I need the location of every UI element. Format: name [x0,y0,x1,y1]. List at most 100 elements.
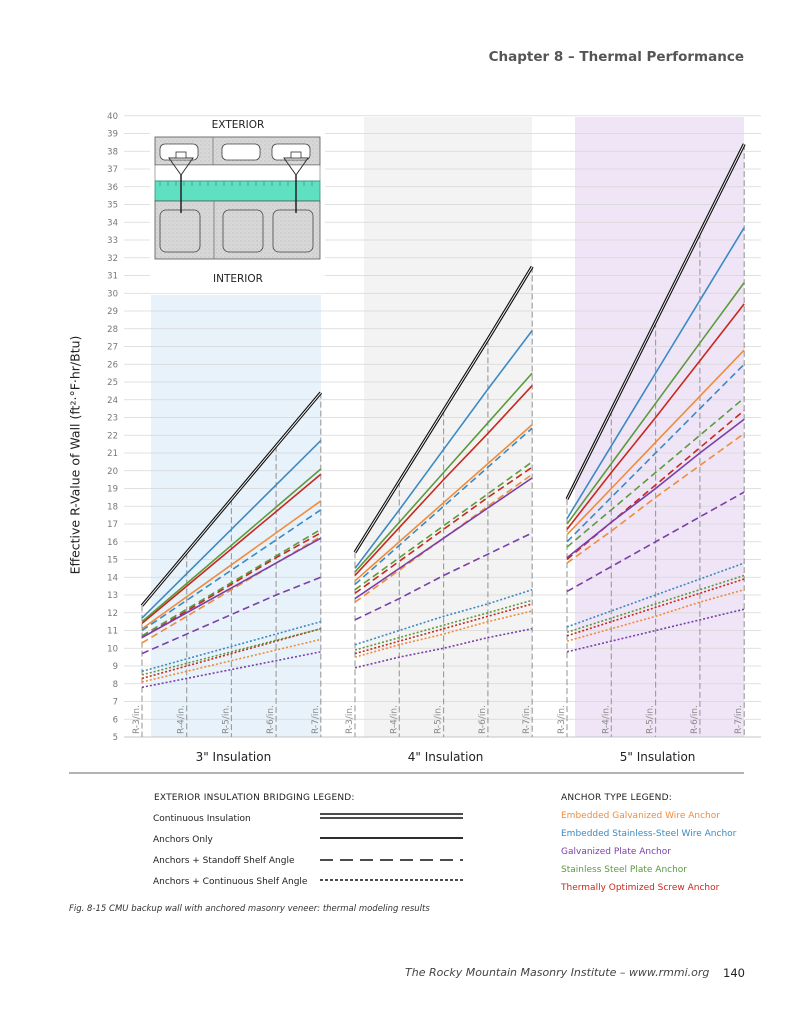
anchor-legend-screw-anchor: Thermally Optimized Screw Anchor [561,883,720,893]
bridging-legend-title: EXTERIOR INSULATION BRIDGING LEGEND: [154,793,355,803]
series-line [354,423,533,582]
y-tick-label: 7 [113,698,118,708]
y-tick-label: 13 [107,591,118,601]
y-tick-label: 11 [107,627,118,637]
series-continuous-insulation-inner [354,266,533,553]
y-tick-label: 34 [107,218,118,228]
x-category-label: R-3/in. [345,705,355,734]
series-line [354,532,533,621]
series-line [566,363,745,543]
y-tick-label: 35 [107,201,118,211]
y-axis-label: Effective R-Value of Wall (ft²·°F·hr/Btu… [67,335,83,575]
series-line [354,330,533,569]
series-line [354,466,533,594]
y-tick-label: 26 [107,360,118,370]
series-line [141,528,322,637]
series-line [566,491,745,593]
series-line [141,638,321,683]
y-tick-label: 18 [107,502,118,512]
y-tick-label: 14 [107,573,118,583]
legend-continuous-insulation: Continuous Insulation [153,814,251,824]
panel-2: R-3/in. R-4/in. R-5/in. R-6/in. R-7/in. 4" In… [345,265,534,764]
y-tick-label: 38 [107,147,118,157]
y-tick-label: 28 [107,325,118,335]
anchor-legend-galvanized-wire: Embedded Galvanized Wire Anchor [561,811,720,821]
y-tick-label: 16 [107,538,118,548]
series-line [566,397,745,548]
x-category-label: R-7/in. [522,705,532,734]
series-line [566,282,745,525]
series-line [354,599,533,651]
series-line [141,473,322,625]
x-category-label: R-5/in. [434,705,444,734]
y-tick-label: 10 [107,644,118,654]
y-tick-label: 23 [107,414,118,424]
series-line [141,500,322,630]
y-tick-label: 39 [107,130,118,140]
series-line [354,461,533,591]
y-tick-label: 8 [113,680,118,690]
series-line [566,578,745,637]
series-line [566,418,745,559]
series-line [141,627,322,680]
inset-interior-label: INTERIOR [213,273,263,285]
y-tick-label: 37 [107,165,118,175]
y-tick-label: 29 [107,307,118,317]
x-category-label: R-4/in. [177,705,187,734]
panel-background [575,117,744,737]
brick-core [221,143,261,161]
figure-caption: Fig. 8-15 CMU backup wall with anchored … [69,904,430,914]
panel-background [151,295,321,737]
series-line [141,620,322,673]
series-line [354,588,533,646]
legend-standoff-shelf-angle: Anchors + Standoff Shelf Angle [153,856,295,866]
x-category-label: R-3/in. [557,705,567,734]
y-tick-label: 9 [113,662,118,672]
series-line [566,562,745,628]
y-tick-label: 36 [107,183,118,193]
y-tick-label: 17 [107,520,118,530]
cmu-core [159,209,201,253]
anchor-eye [175,151,187,159]
series-line [566,588,745,642]
series-continuous-insulation-inner [566,143,745,500]
series-continuous-insulation-inner [141,392,322,606]
series-line [354,603,533,655]
x-category-label: R-7/in. [734,705,744,734]
y-tick-label: 5 [113,733,118,743]
panel-background [364,117,532,737]
series-line [566,227,745,520]
y-tick-label: 40 [107,112,118,122]
anchor-legend-galvanized-plate: Galvanized Plate Anchor [561,847,671,857]
series-line [354,372,533,573]
series-line [354,427,533,585]
y-tick-label: 20 [107,467,118,477]
series-line [566,432,745,564]
y-tick-label: 19 [107,485,118,495]
panel-3: R-3/in. R-4/in. R-5/in. R-6/in. R-7/in. 5" In… [557,143,746,764]
x-category-label: R-4/in. [601,705,611,734]
series-line [141,440,322,619]
chapter-heading: Chapter 8 – Thermal Performance [488,49,744,65]
panel-title: 5" Insulation [620,750,696,764]
series-line [566,349,745,536]
series-line [141,468,322,623]
series-line [141,509,322,632]
y-tick-label: 31 [107,272,118,282]
legend-continuous-shelf-angle: Anchors + Continuous Shelf Angle [153,877,308,887]
anchor-eye [290,151,302,159]
y-tick-label: 12 [107,609,118,619]
x-category-label: R-6/in. [690,705,700,734]
y-tick-label: 33 [107,236,118,246]
y-tick-label: 32 [107,254,118,264]
series-line [141,537,322,639]
wall-section-diagram: EXTERIOR INTERIOR [150,117,325,293]
cmu-core [272,209,314,253]
anchor-legend-stainless-wire: Embedded Stainless-Steel Wire Anchor [561,829,737,839]
y-tick-label: 27 [107,343,118,353]
x-category-label: R-4/in. [389,705,399,734]
x-category-label: R-5/in. [646,705,656,734]
anchor-legend-stainless-plate: Stainless Steel Plate Anchor [561,865,688,875]
footer-text: The Rocky Mountain Masonry Institute – w… [405,966,710,979]
